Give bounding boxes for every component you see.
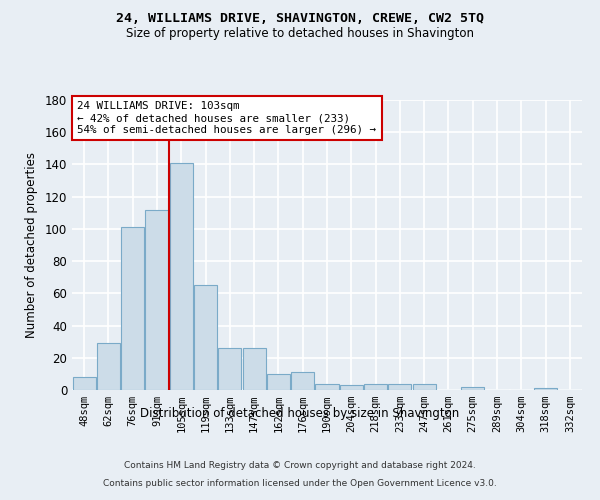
Bar	[170, 163, 193, 390]
Bar	[413, 384, 436, 390]
Bar	[291, 372, 314, 390]
Bar	[340, 385, 363, 390]
Bar	[267, 374, 290, 390]
Text: Contains public sector information licensed under the Open Government Licence v3: Contains public sector information licen…	[103, 478, 497, 488]
Text: 24, WILLIAMS DRIVE, SHAVINGTON, CREWE, CW2 5TQ: 24, WILLIAMS DRIVE, SHAVINGTON, CREWE, C…	[116, 12, 484, 26]
Bar	[218, 348, 241, 390]
Bar	[73, 377, 95, 390]
Bar	[97, 344, 120, 390]
Bar	[388, 384, 412, 390]
Bar	[242, 348, 266, 390]
Bar	[534, 388, 557, 390]
Bar	[194, 286, 217, 390]
Text: Size of property relative to detached houses in Shavington: Size of property relative to detached ho…	[126, 28, 474, 40]
Y-axis label: Number of detached properties: Number of detached properties	[25, 152, 38, 338]
Bar	[121, 228, 144, 390]
Text: Distribution of detached houses by size in Shavington: Distribution of detached houses by size …	[140, 408, 460, 420]
Bar	[316, 384, 338, 390]
Text: Contains HM Land Registry data © Crown copyright and database right 2024.: Contains HM Land Registry data © Crown c…	[124, 461, 476, 470]
Bar	[461, 387, 484, 390]
Bar	[145, 210, 169, 390]
Text: 24 WILLIAMS DRIVE: 103sqm
← 42% of detached houses are smaller (233)
54% of semi: 24 WILLIAMS DRIVE: 103sqm ← 42% of detac…	[77, 102, 376, 134]
Bar	[364, 384, 387, 390]
